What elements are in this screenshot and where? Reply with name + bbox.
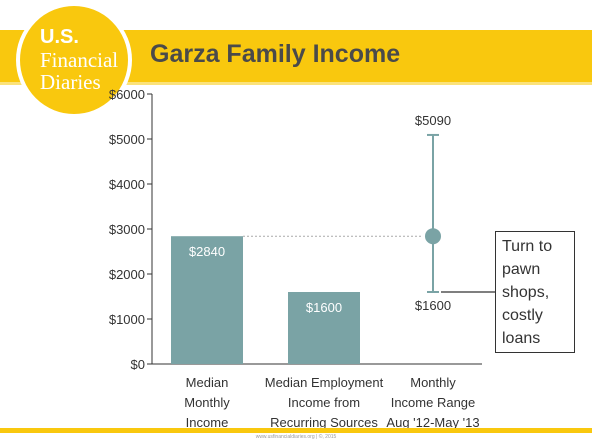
page-title: Garza Family Income [150, 40, 401, 68]
y-tick-label: $6000 [109, 87, 145, 102]
range-min-label: $1600 [415, 298, 451, 313]
category-label: Recurring Sources [270, 415, 378, 430]
bar-value-label: $1600 [306, 300, 342, 315]
range-max-label: $5090 [415, 113, 451, 128]
footer-line [0, 428, 592, 433]
pawn-shop-callout: Turn to pawn shops, costly loans [495, 231, 575, 353]
us-financial-diaries-logo: U.S. Financial Diaries [16, 2, 132, 118]
y-tick-label: $1000 [109, 312, 145, 327]
category-label: Income [186, 415, 229, 430]
y-tick-label: $4000 [109, 177, 145, 192]
bar-value-label: $2840 [189, 244, 225, 259]
bar [288, 292, 360, 364]
header-stripe [0, 82, 592, 85]
category-label: Aug '12-May '13 [386, 415, 479, 430]
footer-text: www.usfinancialdiaries.org | ©, 2015 [255, 434, 337, 440]
range-median-dot [425, 228, 441, 245]
bar [171, 236, 243, 364]
category-label: Monthly [184, 395, 230, 410]
y-tick-label: $2000 [109, 267, 145, 282]
category-label: Median [186, 375, 229, 390]
y-tick-label: $5000 [109, 132, 145, 147]
logo-line-financial: Financial [40, 48, 119, 72]
category-label: Median Employment [265, 375, 384, 390]
category-label: Income from [288, 395, 360, 410]
logo-line-diaries: Diaries [40, 70, 101, 94]
category-label: Monthly [410, 375, 456, 390]
category-label: Income Range [391, 395, 476, 410]
y-tick-label: $0 [131, 357, 145, 372]
y-tick-label: $3000 [109, 222, 145, 237]
logo-line-us: U.S. [40, 26, 79, 48]
